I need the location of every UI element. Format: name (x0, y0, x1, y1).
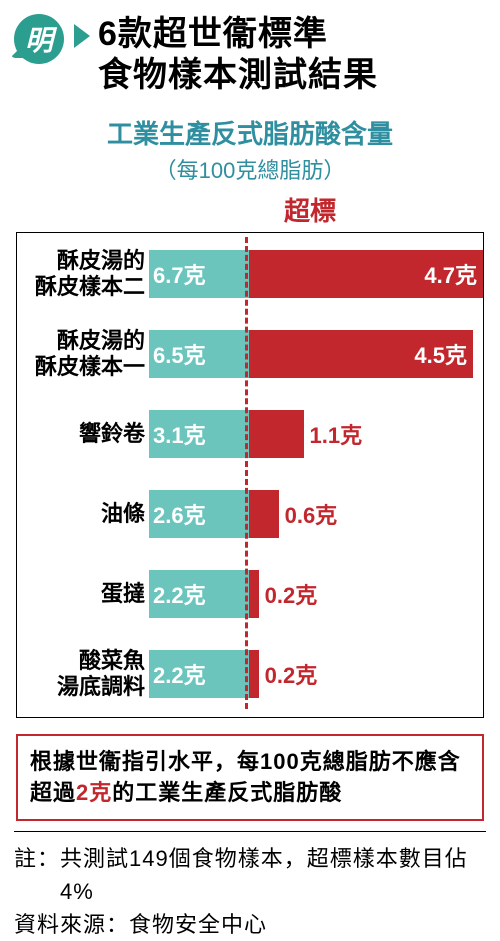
header: 明 6款超世衞標準 食物樣本測試結果 (14, 14, 486, 96)
row-label: 酸菜魚湯底調料 (21, 648, 149, 699)
title-block: 6款超世衞標準 食物樣本測試結果 (74, 14, 378, 96)
row-label: 酥皮湯的酥皮樣本一 (21, 328, 149, 379)
bar-over-label: 1.1克 (304, 418, 363, 450)
bar-chart: 酥皮湯的酥皮樣本二6.7克4.7克酥皮湯的酥皮樣本一6.5克4.5克響鈴卷3.1… (16, 232, 484, 718)
exceed-label: 超標 (14, 191, 486, 228)
bar-over: 4.5克 (249, 330, 473, 378)
chart-row: 油條2.6克 0.6克 (21, 483, 479, 545)
badge-tail-icon (10, 44, 24, 58)
bar-zone: 3.1克 1.1克 (149, 410, 479, 458)
bar-over (249, 650, 259, 698)
bar-zone: 6.7克4.7克 (149, 250, 483, 298)
bar-over: 4.7克 (249, 250, 483, 298)
bar-over-label: 0.2克 (259, 658, 318, 690)
bar-base: 2.6克 (149, 490, 249, 538)
note-post: 的工業生產反式脂肪酸 (112, 780, 342, 805)
badge-text: 明 (25, 19, 53, 59)
footnote-1-body: 共測試149個食物樣本，超標樣本數目佔4% (60, 842, 486, 908)
divider (14, 831, 486, 832)
subtitle: 工業生產反式脂肪酸含量 (14, 114, 486, 151)
row-label: 響鈴卷 (21, 421, 149, 446)
title-line-1: 6款超世衞標準 (98, 14, 378, 55)
chart-row: 蛋撻2.2克 0.2克 (21, 563, 479, 625)
chart-row: 酥皮湯的酥皮樣本二6.7克4.7克 (21, 243, 479, 305)
bar-zone: 2.2克 0.2克 (149, 570, 479, 618)
page-title: 6款超世衞標準 食物樣本測試結果 (98, 14, 378, 96)
threshold-line (245, 237, 248, 709)
bar-base: 6.7克 (149, 250, 249, 298)
chart-row: 酥皮湯的酥皮樣本一6.5克4.5克 (21, 323, 479, 385)
chart-row: 響鈴卷3.1克 1.1克 (21, 403, 479, 465)
bar-base: 2.2克 (149, 650, 249, 698)
note-emph: 2克 (76, 780, 112, 805)
footnote-1: 註： 共測試149個食物樣本，超標樣本數目佔4% (14, 842, 486, 908)
bar-base: 6.5克 (149, 330, 249, 378)
footnote-2: 資料來源：食物安全中心 (14, 908, 486, 941)
guideline-note: 根據世衞指引水平，每100克總脂肪不應含超過2克的工業生產反式脂肪酸 (16, 734, 484, 822)
bar-zone: 2.2克 0.2克 (149, 650, 479, 698)
row-label: 蛋撻 (21, 581, 149, 606)
bar-over-label: 0.6克 (279, 498, 338, 530)
bar-over (249, 410, 304, 458)
bar-base: 3.1克 (149, 410, 249, 458)
title-line-2: 食物樣本測試結果 (98, 55, 378, 96)
chart-row: 酸菜魚湯底調料2.2克 0.2克 (21, 643, 479, 705)
row-label: 油條 (21, 501, 149, 526)
bar-over (249, 490, 279, 538)
footnote-1-label: 註： (14, 842, 60, 908)
chart-rows: 酥皮湯的酥皮樣本二6.7克4.7克酥皮湯的酥皮樣本一6.5克4.5克響鈴卷3.1… (21, 243, 479, 705)
bar-base: 2.2克 (149, 570, 249, 618)
row-label: 酥皮湯的酥皮樣本二 (21, 248, 149, 299)
bar-zone: 6.5克4.5克 (149, 330, 479, 378)
subtitle-secondary: （每100克總脂肪） (14, 153, 486, 185)
footnotes: 註： 共測試149個食物樣本，超標樣本數目佔4% 資料來源：食物安全中心 (14, 842, 486, 941)
brand-badge: 明 (14, 14, 64, 64)
chevron-right-icon (74, 24, 90, 48)
bar-over-label: 0.2克 (259, 578, 318, 610)
bar-over (249, 570, 259, 618)
bar-zone: 2.6克 0.6克 (149, 490, 479, 538)
